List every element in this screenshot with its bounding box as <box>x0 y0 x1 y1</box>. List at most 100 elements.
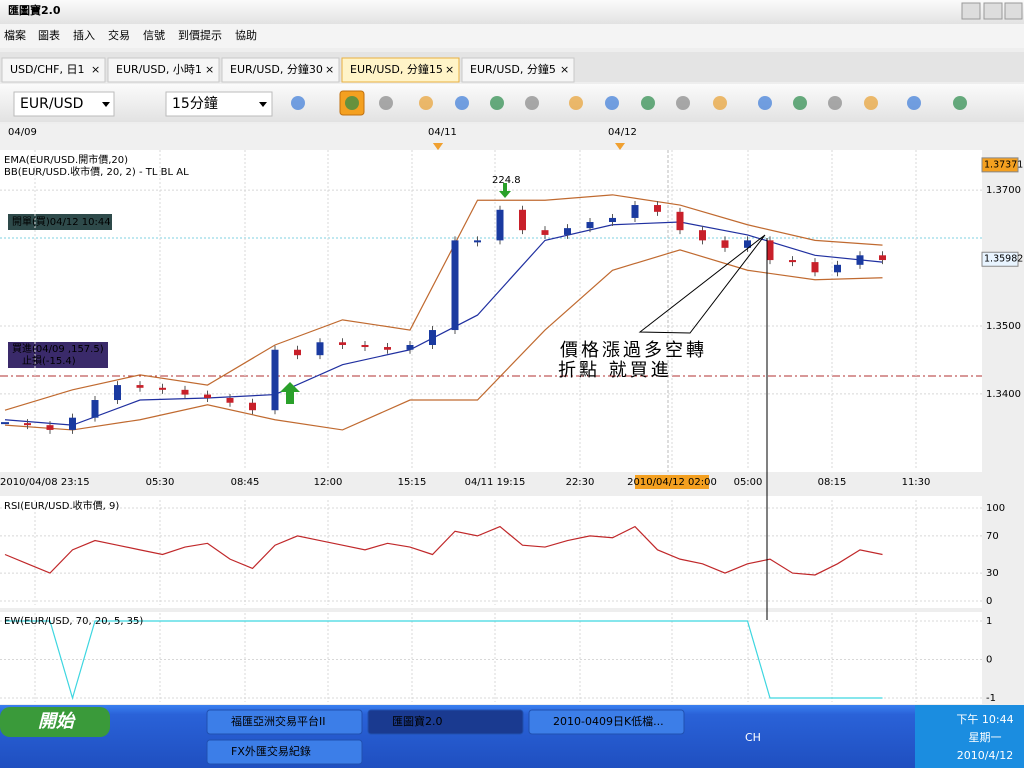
x-tick-label: 2010/04/12 02:00 <box>627 477 717 488</box>
start-button[interactable] <box>0 707 110 737</box>
tool-glyph <box>419 96 433 110</box>
task-button[interactable] <box>206 709 363 735</box>
symbol-select[interactable] <box>13 91 115 117</box>
x-tick-label: 2010/04/08 23:15 <box>0 477 90 488</box>
y-tick-label: 0 <box>986 655 992 666</box>
y-tick-label: -1 <box>986 693 996 704</box>
candle <box>856 255 864 265</box>
task-label: 匯圖寶2.0 <box>392 714 443 728</box>
note: 折點 就買進 <box>558 360 672 381</box>
y-tick-label: 70 <box>986 531 999 542</box>
candle <box>744 240 751 248</box>
tab[interactable] <box>461 57 575 83</box>
x-tick-label: 22:30 <box>566 477 595 488</box>
tool-glyph <box>641 96 655 110</box>
indicator-line <box>5 620 883 701</box>
buy-arrow <box>280 382 300 404</box>
y-tick-label: 0 <box>986 596 992 607</box>
x-tick-label: 04/11 19:15 <box>465 477 526 488</box>
tab-close: × <box>560 63 569 76</box>
tab[interactable] <box>221 57 340 83</box>
candle <box>834 264 841 273</box>
buy-tag <box>8 342 108 368</box>
band-line <box>4 194 883 411</box>
period-select[interactable] <box>165 91 273 117</box>
candle <box>541 230 549 235</box>
clock: 下午 10:44 <box>956 713 1013 726</box>
candle <box>249 402 256 411</box>
tool-glyph <box>864 96 878 110</box>
tool-glyph <box>758 96 772 110</box>
ema-line <box>4 221 883 426</box>
candle <box>609 217 616 223</box>
tab-label: USD/CHF, 日1 <box>10 63 84 76</box>
x-tick-label: 08:45 <box>231 477 260 488</box>
candle <box>699 230 706 241</box>
main-plot <box>0 150 982 472</box>
candle <box>406 344 414 350</box>
tool-glyph <box>907 96 921 110</box>
tab-label: EUR/USD, 小時1 <box>116 63 202 76</box>
tool-glyph <box>455 96 469 110</box>
candle <box>204 394 211 398</box>
symbol: EUR/USD <box>20 96 83 112</box>
y-tick-label: 100 <box>986 503 1005 514</box>
candle <box>676 211 684 231</box>
arrow-callout <box>638 234 766 334</box>
candle <box>451 240 459 331</box>
note: 價格漲過多空轉 <box>560 340 707 361</box>
day: 星期一 <box>969 731 1002 744</box>
period: 15分鐘 <box>172 95 218 112</box>
peak-label: 224.8 <box>492 175 521 186</box>
y-tick-label: 30 <box>986 568 999 579</box>
y-tick-label: 1.3500 <box>986 321 1021 332</box>
candle <box>474 240 481 243</box>
tool-glyph <box>793 96 807 110</box>
lang: CH <box>745 731 761 744</box>
candle <box>654 205 661 212</box>
candle <box>91 400 99 418</box>
x-label-highlight <box>635 475 709 489</box>
menu-item[interactable]: 到價提示 <box>178 28 222 42</box>
candle <box>721 240 729 248</box>
price-marker-label: 1.37371 <box>984 159 1023 170</box>
y-tick-label: 1.3700 <box>986 185 1021 196</box>
rsi-plot <box>0 496 982 608</box>
candle <box>766 240 774 261</box>
toolbar-icons[interactable] <box>286 90 972 116</box>
tab-close: × <box>445 63 454 76</box>
menu-item[interactable]: 檔案 <box>4 28 26 42</box>
menu-item[interactable]: 插入 <box>73 28 95 42</box>
title-bar <box>0 0 1024 24</box>
tool-glyph <box>569 96 583 110</box>
date-strip <box>0 124 1024 150</box>
tab[interactable] <box>341 57 460 83</box>
tool-glyph <box>291 96 305 110</box>
tool-glyph <box>345 96 359 110</box>
tab[interactable] <box>1 57 106 83</box>
candle <box>879 255 886 261</box>
task-button[interactable] <box>206 739 363 765</box>
candle <box>271 349 279 411</box>
tab[interactable] <box>107 57 220 83</box>
start-label: 開始 <box>38 711 76 732</box>
date-marker <box>615 143 625 150</box>
tool-glyph <box>490 96 504 110</box>
window-buttons[interactable] <box>961 2 1023 20</box>
task-button[interactable] <box>367 709 524 735</box>
date-label: 04/11 <box>428 127 457 138</box>
menu-item[interactable]: 交易 <box>108 28 130 42</box>
candle <box>114 385 121 401</box>
menu-item[interactable]: 圖表 <box>38 28 60 42</box>
menu-item[interactable]: 信號 <box>143 29 165 42</box>
panel-title: EW(EUR/USD, 70, 20, 5, 35) <box>4 616 143 627</box>
tray <box>915 705 1024 768</box>
candle <box>384 347 391 350</box>
candle <box>496 209 504 241</box>
peak-arrow <box>499 183 511 198</box>
menu-item[interactable]: 協助 <box>235 28 257 42</box>
task-button[interactable] <box>528 709 685 735</box>
x-tick-label: 05:00 <box>734 477 763 488</box>
candle <box>46 425 54 430</box>
